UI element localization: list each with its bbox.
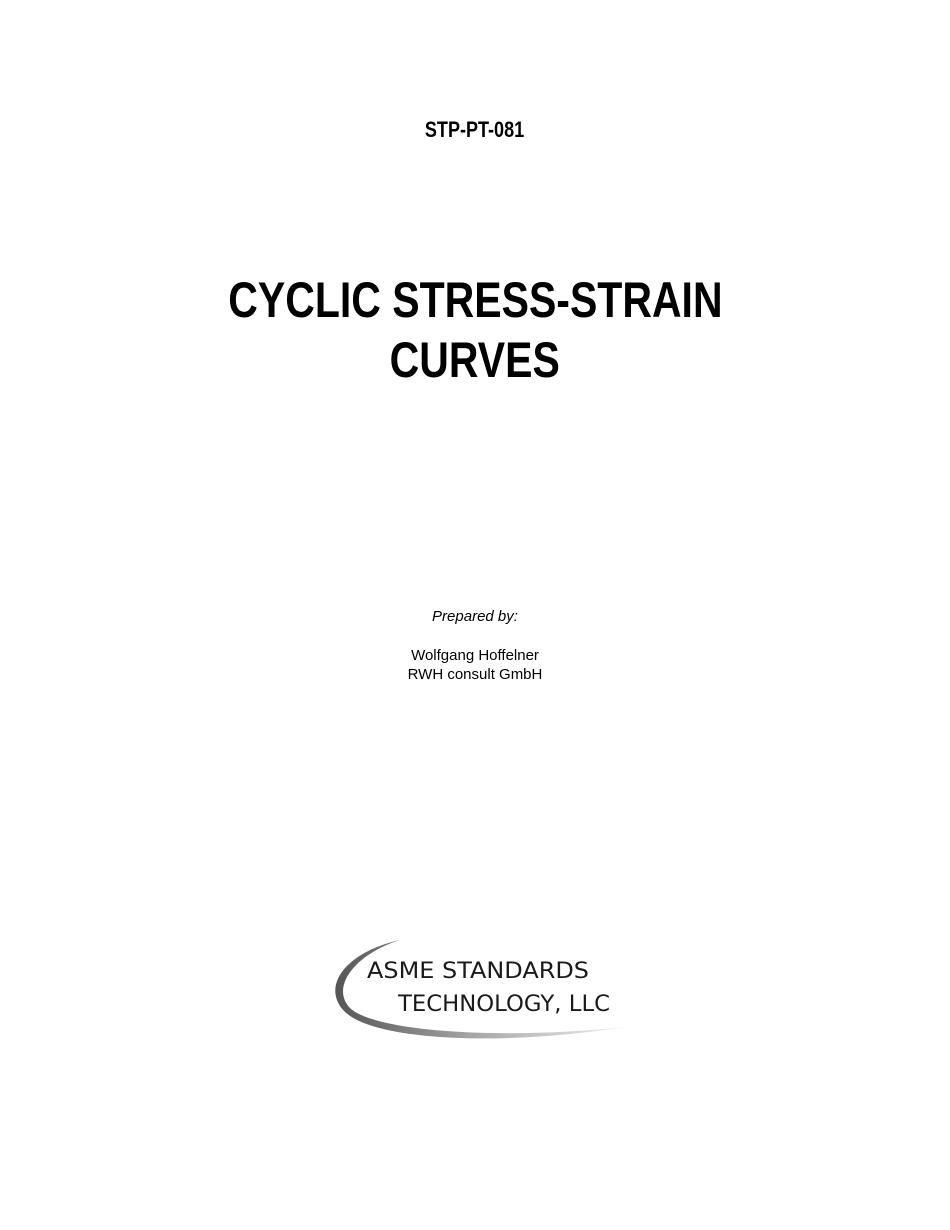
logo-line2: TECHNOLOGY, LLC [397, 992, 610, 1017]
logo-line1: ASME STANDARDS [367, 959, 589, 984]
document-title-line1: CYCLIC STRESS-STRAIN [227, 272, 723, 328]
prepared-by-label: Prepared by: [432, 608, 518, 625]
author-organization: RWH consult GmbH [407, 666, 543, 683]
author-name: Wolfgang Hoffelner [411, 647, 539, 664]
logo-swoosh [335, 940, 625, 1039]
document-number: STP-PT-081 [425, 117, 525, 142]
asme-standards-technology-logo: ASME STANDARDS TECHNOLOGY, LLC [335, 940, 625, 1039]
document-title-line2: CURVES [389, 332, 561, 388]
